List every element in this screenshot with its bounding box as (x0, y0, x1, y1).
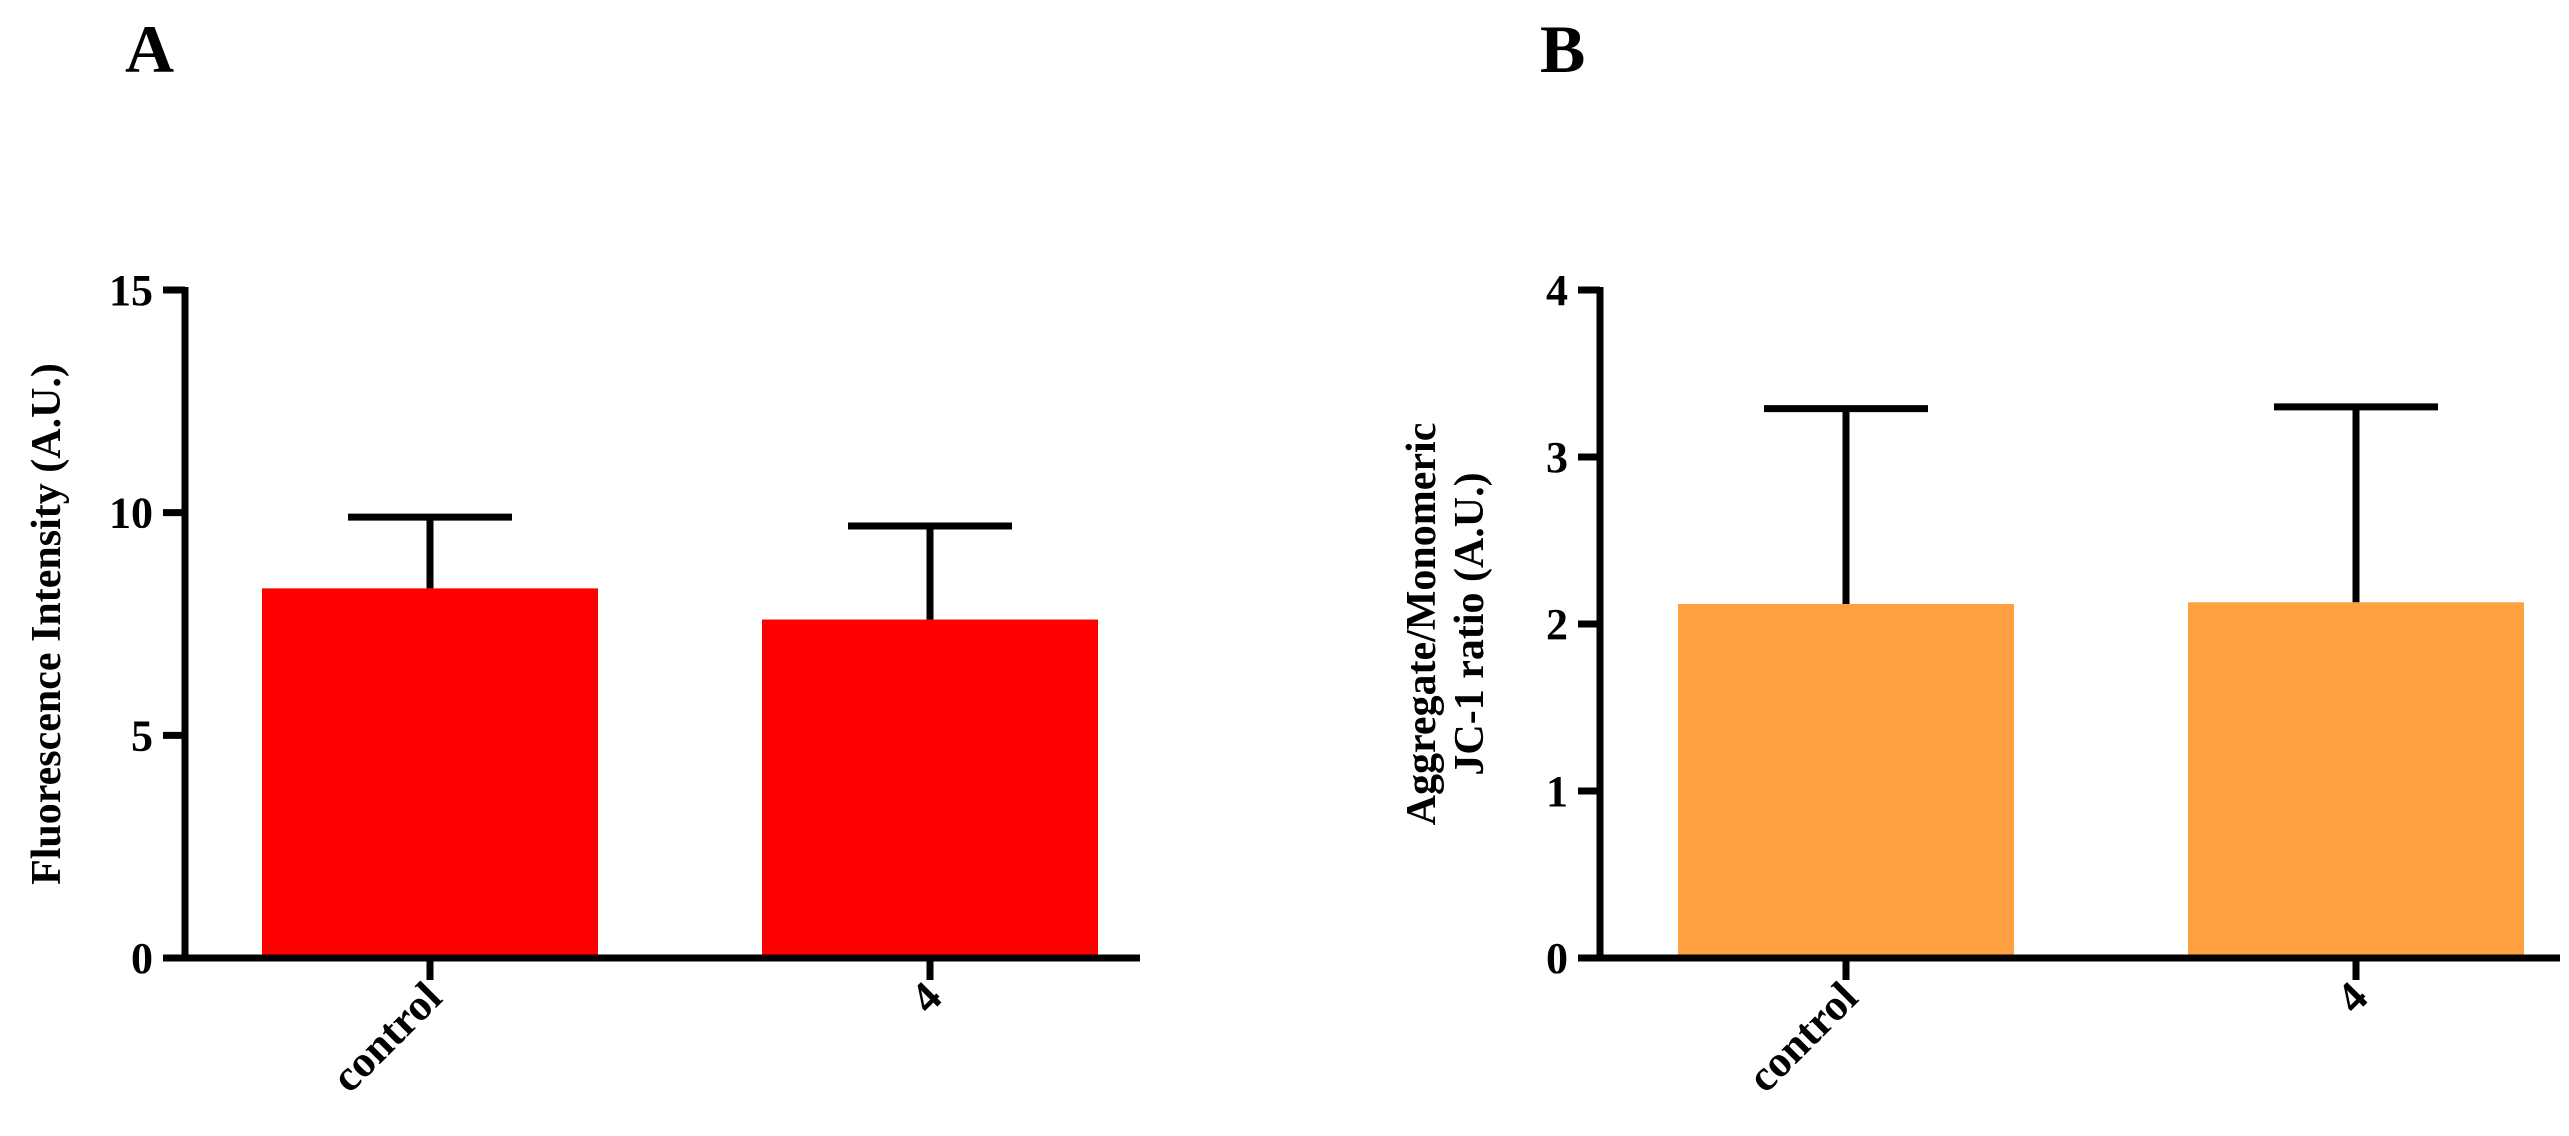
y-tick-label: 3 (1546, 433, 1568, 482)
y-tick-label: 2 (1546, 600, 1568, 649)
y-axis-title: Fluorescence Intensity (A.U.) (24, 363, 70, 885)
panel-a-chart: A 0 5 10 15 control 4 Fluorescence Intensity (A… (24, 11, 1140, 1102)
y-tick-label: 0 (1546, 934, 1568, 983)
y-tick-label: 5 (131, 711, 153, 760)
panel-label: A (125, 11, 174, 87)
y-tick-label: 1 (1546, 767, 1568, 816)
y-axis-title: Aggregate/Monomeric (1399, 423, 1445, 826)
y-tick-label: 10 (109, 489, 153, 538)
y-tick-label: 4 (1546, 266, 1568, 315)
y-tick-label: 15 (109, 266, 153, 315)
panel-b-chart: B 0 1 2 3 4 control 4 Aggregate/Monomeric JC-1 ra… (1399, 11, 2560, 1102)
panel-label: B (1540, 11, 1585, 87)
bar (1678, 603, 2014, 958)
y-axis-title: JC-1 ratio (A.U.) (1447, 472, 1493, 775)
bar (762, 619, 1098, 958)
y-tick-label: 0 (131, 934, 153, 983)
category-label: control (1738, 972, 1867, 1101)
bar (262, 588, 598, 958)
category-label: 4 (2327, 972, 2377, 1022)
bar (2188, 602, 2524, 958)
category-label: control (322, 972, 451, 1101)
category-label: 4 (901, 972, 951, 1022)
